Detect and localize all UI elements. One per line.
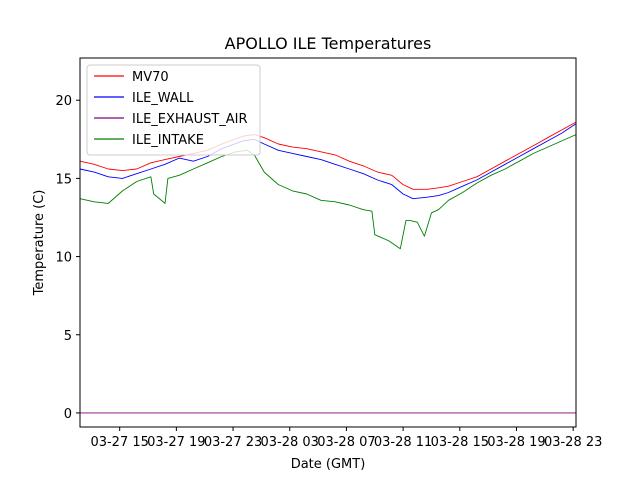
y-tick-label: 10 [55,251,72,266]
legend-box [86,64,261,156]
x-tick-label: 03-28 03 [261,435,319,450]
y-tick-label: 0 [64,407,72,422]
y-axis: 0 5 10 15 20 [55,94,80,422]
x-tick-label: 03-28 11 [374,435,432,450]
chart-title: APOLLO ILE Temperatures [225,34,432,53]
series-line-ile-intake [79,134,577,250]
legend: MV70 ILE_WALL ILE_EXHAUST_AIR ILE_INTAKE [86,64,261,156]
y-tick-label: 15 [55,172,72,187]
x-tick-label: 03-27 15 [90,435,148,450]
legend-label: ILE_INTAKE [132,133,204,148]
x-tick-label: 03-27 23 [204,435,262,450]
x-tick-label: 03-28 15 [431,435,489,450]
y-tick-label: 20 [55,94,72,109]
series-line-mv70 [79,121,577,190]
x-axis-label: Date (GMT) [291,457,366,472]
y-tick-label: 5 [64,329,72,344]
plot-frame [79,57,577,428]
series-line-ile-wall [79,123,577,200]
x-tick-label: 03-28 23 [544,435,602,450]
series-layer [79,121,577,414]
legend-label: MV70 [132,70,169,85]
legend-label: ILE_EXHAUST_AIR [132,112,248,127]
x-tick-label: 03-28 19 [487,435,545,450]
legend-entries: MV70 ILE_WALL ILE_EXHAUST_AIR ILE_INTAKE [94,70,248,148]
x-tick-label: 03-27 19 [147,435,205,450]
legend-label: ILE_WALL [132,91,194,106]
x-tick-label: 03-28 07 [317,435,375,450]
y-axis-label: Temperature (C) [32,190,47,297]
